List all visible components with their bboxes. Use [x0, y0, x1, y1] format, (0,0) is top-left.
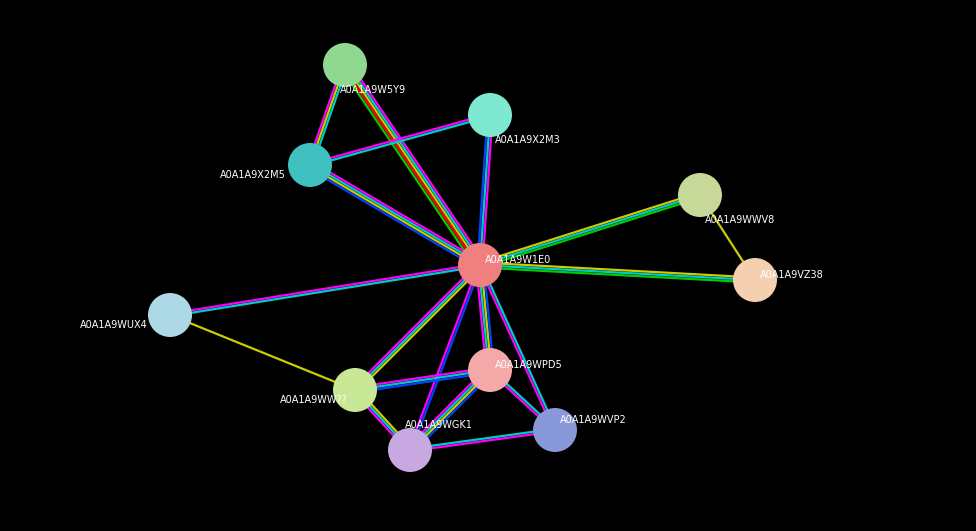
Text: A0A1A9W5Y9: A0A1A9W5Y9 — [340, 85, 406, 95]
Text: A0A1A9WVP2: A0A1A9WVP2 — [560, 415, 627, 425]
Circle shape — [458, 243, 502, 287]
Text: A0A1A9WPD5: A0A1A9WPD5 — [495, 360, 563, 370]
Circle shape — [533, 408, 577, 452]
Circle shape — [468, 348, 512, 392]
Text: A0A1A9WGK1: A0A1A9WGK1 — [405, 420, 473, 430]
Circle shape — [733, 258, 777, 302]
Circle shape — [388, 428, 432, 472]
Text: A0A1A9X2M5: A0A1A9X2M5 — [220, 170, 286, 180]
Circle shape — [148, 293, 192, 337]
Circle shape — [468, 93, 512, 137]
Text: A0A1A9WWV8: A0A1A9WWV8 — [705, 215, 775, 225]
Circle shape — [288, 143, 332, 187]
Text: A0A1A9X2M3: A0A1A9X2M3 — [495, 135, 561, 145]
Circle shape — [323, 43, 367, 87]
Text: A0A1A9WUX4: A0A1A9WUX4 — [80, 320, 147, 330]
Circle shape — [333, 368, 377, 412]
Text: A0A1A9VZ38: A0A1A9VZ38 — [760, 270, 824, 280]
Text: A0A1A9WW??: A0A1A9WW?? — [280, 395, 347, 405]
Text: A0A1A9W1E0: A0A1A9W1E0 — [485, 255, 551, 265]
Circle shape — [678, 173, 722, 217]
